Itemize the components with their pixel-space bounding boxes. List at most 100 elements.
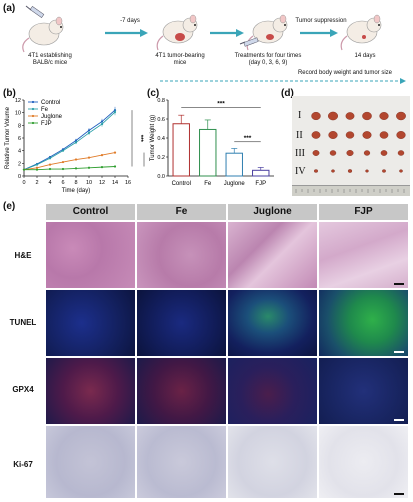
legend-marker bbox=[31, 114, 35, 118]
data-point bbox=[87, 166, 91, 169]
data-point bbox=[100, 122, 104, 126]
data-point bbox=[74, 167, 78, 170]
data-point bbox=[48, 163, 52, 166]
x-tick-label: 0 bbox=[22, 180, 25, 186]
series-line-fe bbox=[23, 111, 116, 171]
data-point bbox=[87, 131, 91, 135]
tumor-sample bbox=[380, 150, 388, 156]
column-header: Control bbox=[46, 204, 135, 220]
data-point bbox=[35, 166, 39, 169]
tumor-sample bbox=[396, 131, 406, 139]
bar-control bbox=[172, 123, 190, 177]
tumor-sample bbox=[314, 169, 319, 173]
y-tick-label: 6 bbox=[18, 136, 21, 142]
significance-label: *** bbox=[137, 135, 143, 143]
mouse-icon bbox=[340, 14, 382, 51]
bar-fjp bbox=[252, 169, 270, 177]
tumor-sample bbox=[362, 111, 372, 121]
legend-label: Juglone bbox=[41, 114, 63, 120]
y-tick-label: 0.4 bbox=[157, 136, 165, 142]
tumor-sample bbox=[365, 169, 369, 173]
legend-marker bbox=[31, 107, 35, 111]
scale-bar bbox=[394, 419, 404, 421]
legend-marker bbox=[31, 121, 35, 125]
data-point bbox=[87, 156, 91, 159]
y-tick-label: 0.6 bbox=[157, 117, 165, 123]
tumor-sample bbox=[399, 169, 403, 173]
group-label: III bbox=[295, 148, 305, 159]
mouse-icon bbox=[22, 16, 64, 53]
tumor-sample bbox=[397, 150, 405, 156]
x-tick-label: 10 bbox=[86, 180, 92, 186]
data-point bbox=[87, 129, 91, 132]
group-label: IV bbox=[295, 166, 306, 177]
x-tick-label: 6 bbox=[61, 180, 64, 186]
x-tick-label: 16 bbox=[125, 180, 131, 186]
y-tick-label: 4 bbox=[18, 149, 21, 155]
tumor-sample bbox=[379, 112, 389, 120]
panel-e-letter: (e) bbox=[3, 201, 16, 212]
data-point bbox=[61, 160, 65, 164]
tumor-weight-chart: 0.0 0.2 0.4 0.6 0.8 Tumor Weight (g) Control Fe… bbox=[150, 98, 274, 187]
data-point bbox=[48, 167, 52, 171]
step-label: 4T1 establishing BALB/c mice bbox=[28, 53, 72, 66]
series-line-juglone bbox=[23, 152, 116, 171]
tumor-photo: I II III IV bbox=[292, 96, 410, 196]
category-label: Control bbox=[172, 181, 191, 187]
scale-bar bbox=[394, 283, 404, 285]
x-axis-label: Time (day) bbox=[62, 188, 90, 194]
record-text: Record body weight and tumor size bbox=[297, 70, 392, 76]
tumor-sample bbox=[396, 111, 406, 121]
y-tick-label: 8 bbox=[18, 123, 21, 129]
tunel-stain-image bbox=[46, 290, 135, 356]
syringe-icon bbox=[239, 37, 259, 47]
panel-a-letter: (a) bbox=[3, 3, 16, 14]
panel-d-letter: (d) bbox=[281, 88, 294, 99]
data-point bbox=[48, 157, 52, 160]
category-label: Juglone bbox=[224, 181, 246, 187]
data-point bbox=[113, 165, 117, 168]
panel-c-letter: (c) bbox=[147, 88, 160, 99]
row-label: H&E bbox=[14, 251, 32, 260]
ki67-stain-image bbox=[137, 426, 226, 498]
tunel-stain-image bbox=[137, 290, 226, 356]
x-tick-label: 14 bbox=[112, 180, 118, 186]
category-label: Fe bbox=[204, 181, 212, 187]
data-point bbox=[22, 168, 26, 171]
tumor-sample bbox=[363, 150, 371, 156]
mouse-icon bbox=[246, 14, 288, 51]
group-label: I bbox=[298, 110, 302, 121]
x-tick-label: 8 bbox=[74, 180, 77, 186]
step-label: 4T1 tumor-bearing mice bbox=[155, 53, 205, 66]
tumor-samples bbox=[311, 111, 406, 173]
he-stain-image bbox=[319, 222, 408, 288]
tunel-stain-image bbox=[228, 290, 317, 356]
tumor-volume-chart: 0 2 4 6 8 10 12 14 16 0 2 4 6 8 10 12 Time (day) Relative… bbox=[5, 98, 150, 194]
y-tick-label: 12 bbox=[15, 98, 21, 104]
y-tick-label: 0 bbox=[18, 174, 21, 180]
tumor-sample bbox=[345, 131, 355, 139]
data-point bbox=[113, 110, 117, 114]
panel-a-diagram bbox=[22, 5, 406, 84]
legend-label: Control bbox=[41, 100, 60, 106]
tunel-stain-image bbox=[319, 290, 408, 356]
tumor-sample bbox=[347, 169, 353, 173]
tumor-sample bbox=[379, 131, 389, 139]
step-label: Treatments for four times (day 0, 3, 6, 9… bbox=[234, 53, 302, 66]
tumor-sample bbox=[311, 111, 321, 121]
significance-label: *** bbox=[217, 101, 225, 108]
data-point bbox=[61, 167, 65, 171]
y-axis-label: Relative Tumor Volume bbox=[5, 106, 11, 169]
row-label: TUNEL bbox=[9, 318, 37, 327]
bar-juglone bbox=[225, 152, 243, 177]
tumor-sample bbox=[312, 150, 320, 156]
he-stain-image bbox=[46, 222, 135, 288]
tumor-sample bbox=[382, 169, 386, 173]
x-tick-label: 4 bbox=[48, 180, 51, 186]
mouse-icon bbox=[156, 14, 198, 51]
x-tick-label: 2 bbox=[35, 180, 38, 186]
gpx4-stain-image bbox=[228, 358, 317, 424]
data-point bbox=[74, 139, 78, 142]
gpx4-stain-image bbox=[319, 358, 408, 424]
y-tick-label: 0.8 bbox=[157, 98, 165, 104]
